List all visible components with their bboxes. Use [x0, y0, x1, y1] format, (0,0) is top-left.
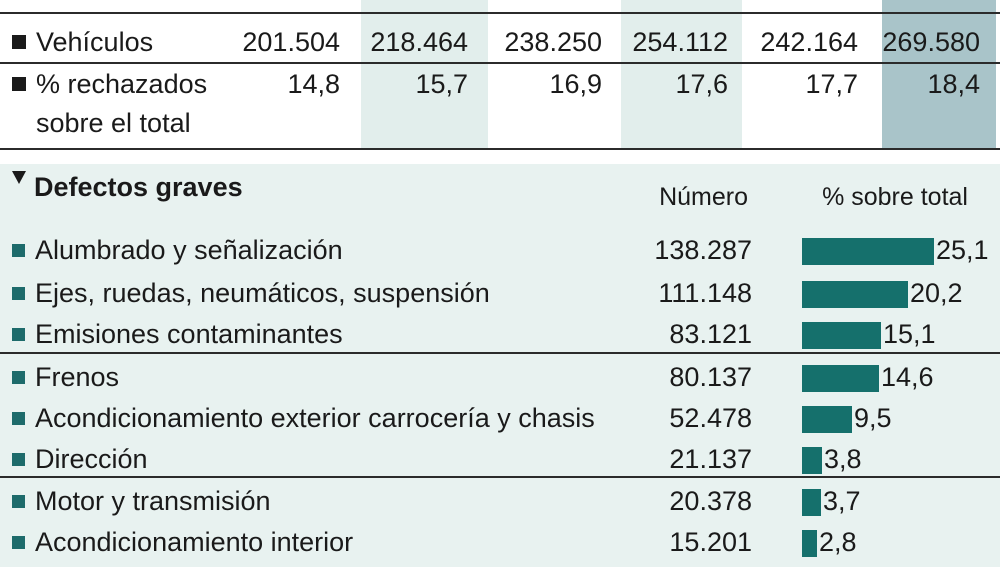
column-shade	[361, 0, 488, 150]
defect-label-text: Frenos	[35, 362, 120, 392]
defect-label-text: Emisiones contaminantes	[35, 319, 343, 349]
defect-count: 21.137	[669, 444, 752, 474]
defect-row: Frenos 80.137 14,6	[0, 357, 1000, 398]
defect-label-text: Alumbrado y señalización	[35, 235, 343, 265]
column-header-pct: % sobre total	[822, 183, 968, 211]
row-label-rechazados-line2: sobre el total	[36, 108, 191, 138]
defect-label: Dirección	[12, 439, 148, 480]
bullet-square	[12, 495, 25, 508]
defect-count: 52.478	[669, 403, 752, 433]
defect-count: 20.378	[669, 486, 752, 516]
section-title-text: Defectos graves	[34, 172, 243, 202]
bullet-square	[12, 412, 25, 425]
group-separator	[0, 352, 1000, 354]
bar-value-label: 9,5	[854, 403, 892, 433]
table-cell: 254.112	[632, 27, 728, 57]
bar-value-label: 3,7	[823, 486, 861, 516]
defect-count: 83.121	[669, 319, 752, 349]
row-label-text: Vehículos	[36, 27, 154, 57]
bar	[802, 281, 908, 308]
column-header-numero: Número	[659, 183, 748, 211]
defect-row: Acondicionamiento exterior carrocería y …	[0, 398, 1000, 439]
defect-row: Alumbrado y señalización 138.287 25,1	[0, 230, 1000, 271]
defect-count: 80.137	[669, 362, 752, 392]
bar	[802, 447, 822, 474]
defect-label: Motor y transmisión	[12, 481, 271, 522]
table-cell: 15,7	[415, 69, 468, 99]
defect-row: Dirección 21.137 3,8	[0, 439, 1000, 480]
row-label-rechazados: % rechazados	[12, 64, 207, 104]
bullet-square	[12, 328, 25, 341]
bar	[802, 530, 817, 557]
defect-row: Motor y transmisión 20.378 3,7	[0, 481, 1000, 522]
bullet-square	[12, 77, 26, 91]
defect-label: Frenos	[12, 357, 119, 398]
bar	[802, 365, 879, 392]
table-cell: 17,6	[675, 69, 728, 99]
defect-label-text: Acondicionamiento interior	[35, 527, 354, 557]
table-bottom-rule	[0, 148, 1000, 150]
table-cell: 218.464	[370, 27, 468, 57]
group-separator	[0, 476, 1000, 478]
bullet-square	[12, 371, 25, 384]
column-shade	[621, 0, 742, 150]
table-top-rule	[0, 12, 1000, 14]
bar	[802, 322, 881, 349]
defect-label: Alumbrado y señalización	[12, 230, 343, 271]
defect-row: Acondicionamiento interior 15.201 2,8	[0, 522, 1000, 563]
defect-label: Ejes, ruedas, neumáticos, suspensión	[12, 273, 490, 314]
vehicle-summary-table: Vehículos 201.504 218.464 238.250 254.11…	[0, 0, 1000, 150]
row-label-text: % rechazados	[36, 69, 208, 99]
bar-value-label: 25,1	[936, 235, 989, 265]
table-cell: 238.250	[504, 27, 602, 57]
bar-value-label: 3,8	[824, 444, 862, 474]
defect-label: Acondicionamiento exterior carrocería y …	[12, 398, 595, 439]
defect-label-text: Motor y transmisión	[35, 486, 271, 516]
table-cell: 201.504	[242, 27, 340, 57]
bullet-square	[12, 453, 25, 466]
bar-value-label: 14,6	[881, 362, 934, 392]
table-cell: 242.164	[760, 27, 858, 57]
table-cell-highlight: 18,4	[927, 69, 980, 99]
defect-row: Emisiones contaminantes 83.121 15,1	[0, 314, 1000, 355]
defect-label: Acondicionamiento interior	[12, 522, 353, 563]
bar	[802, 489, 821, 516]
defectos-graves-panel: Defectos graves Número % sobre total Alu…	[0, 164, 1000, 567]
defect-row: Ejes, ruedas, neumáticos, suspensión 111.…	[0, 273, 1000, 314]
bar-value-label: 15,1	[883, 319, 936, 349]
defect-label-text: Ejes, ruedas, neumáticos, suspensión	[35, 278, 490, 308]
bar	[802, 238, 934, 265]
bar	[802, 406, 852, 433]
table-cell: 17,7	[805, 69, 858, 99]
bullet-square	[12, 35, 26, 49]
defect-label: Emisiones contaminantes	[12, 314, 343, 355]
bullet-square	[12, 536, 25, 549]
defect-label-text: Dirección	[35, 444, 148, 474]
defect-label-text: Acondicionamiento exterior carrocería y …	[35, 403, 595, 433]
table-cell-highlight: 269.580	[882, 27, 980, 57]
defect-count: 15.201	[669, 527, 752, 557]
section-title: Defectos graves	[12, 170, 243, 204]
bar-value-label: 20,2	[910, 278, 963, 308]
bar-value-label: 2,8	[819, 527, 857, 557]
bullet-square	[12, 244, 25, 257]
table-row-rule	[0, 62, 1000, 64]
defect-count: 138.287	[654, 235, 752, 265]
table-cell: 16,9	[549, 69, 602, 99]
row-label-vehiculos: Vehículos	[12, 22, 153, 62]
table-cell: 14,8	[287, 69, 340, 99]
triangle-down-icon	[12, 171, 26, 184]
bullet-square	[12, 287, 25, 300]
column-highlight	[882, 0, 996, 150]
defect-count: 111.148	[658, 278, 752, 308]
